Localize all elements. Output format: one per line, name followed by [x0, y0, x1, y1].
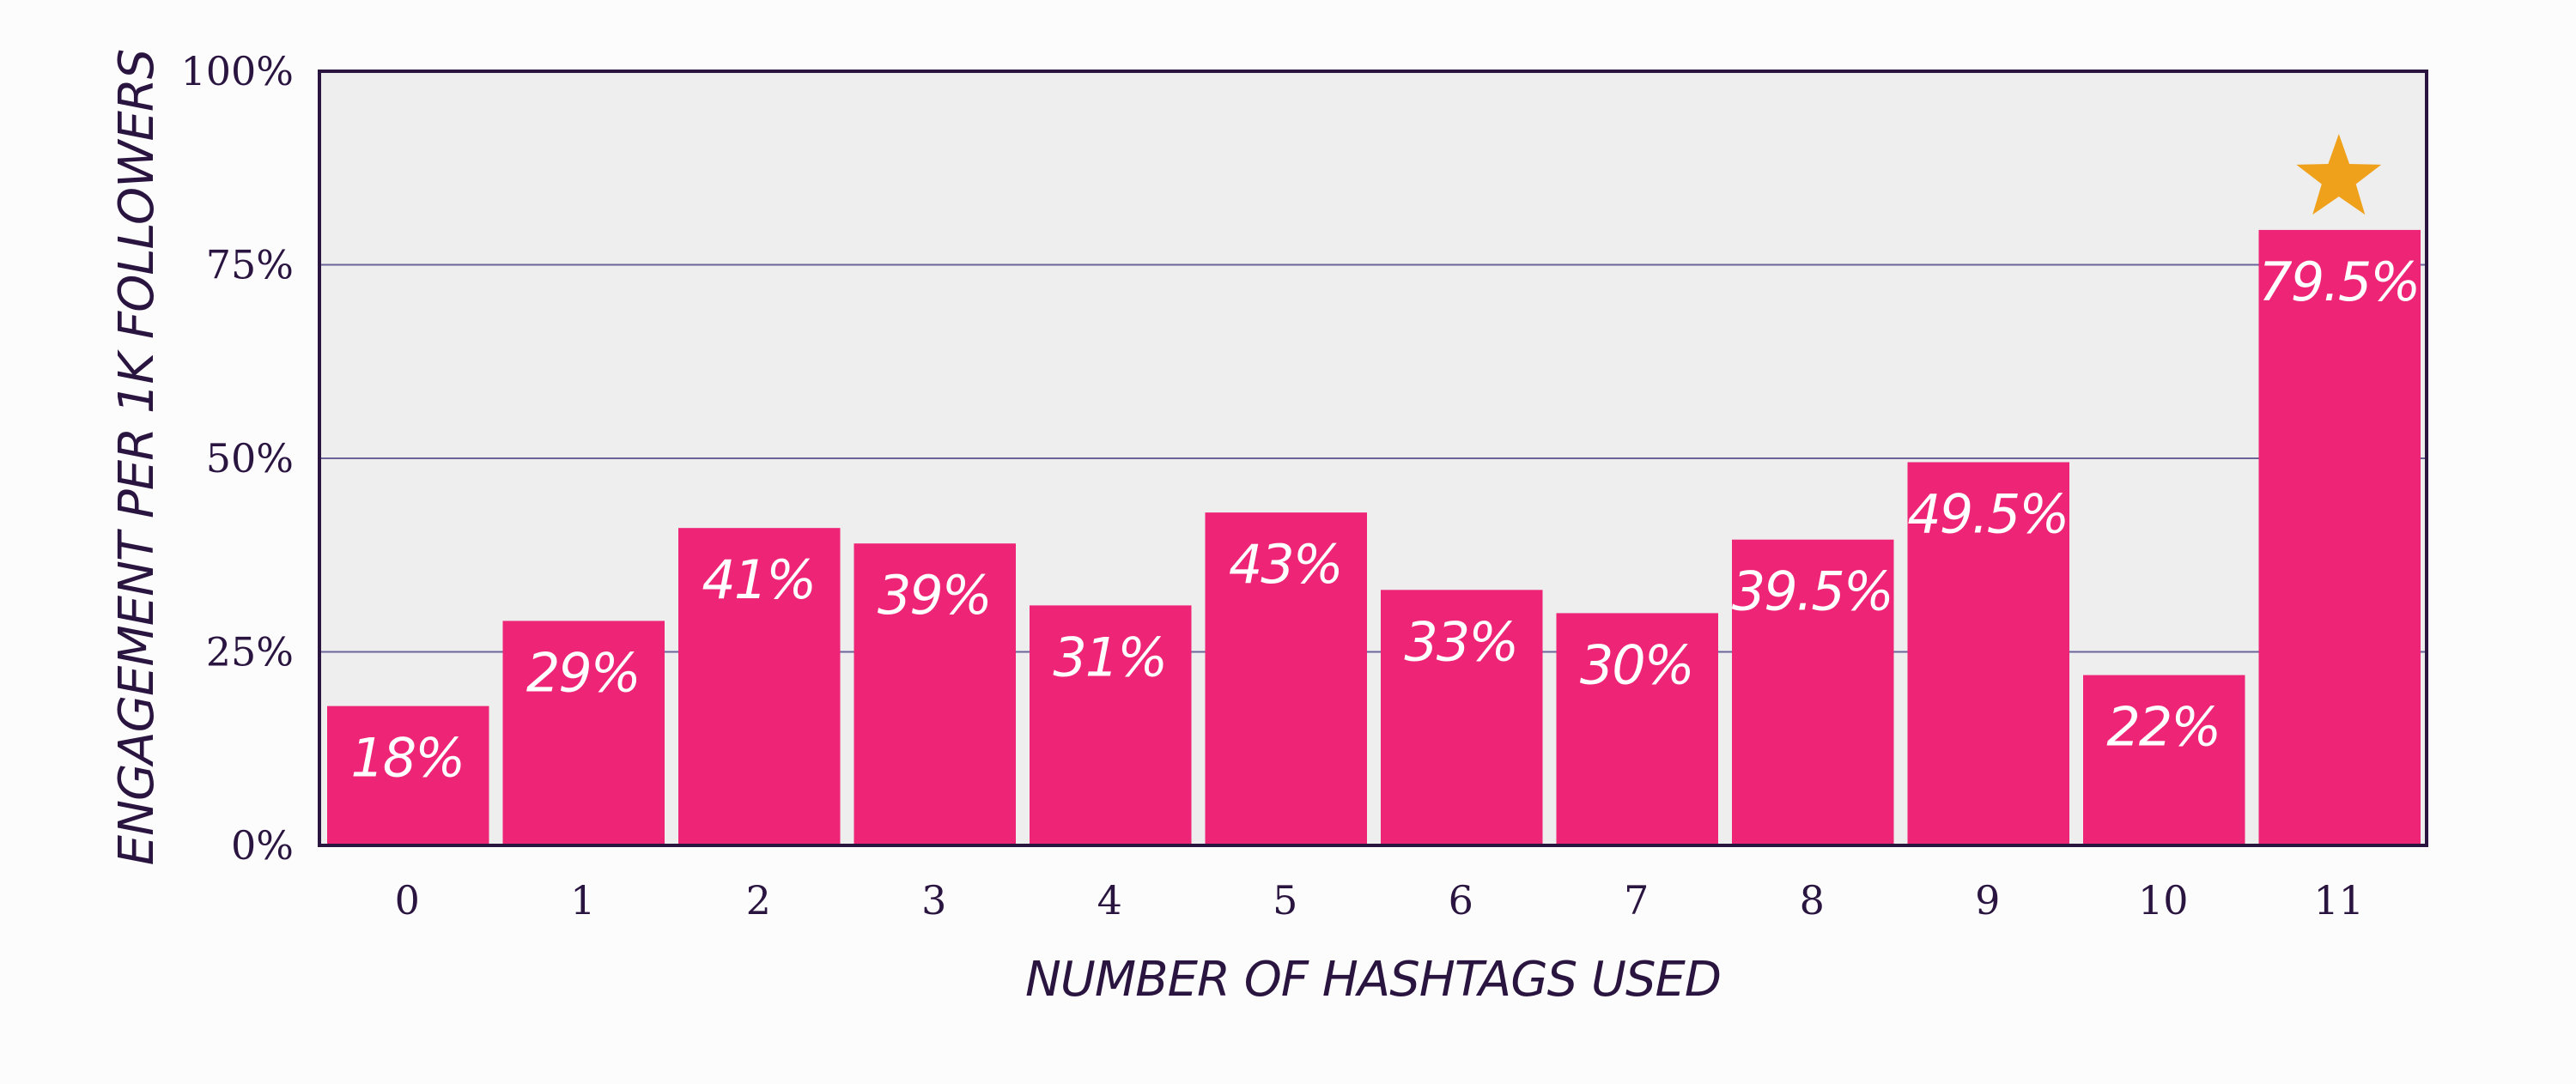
bar — [1907, 462, 2069, 845]
y-tick-label: 50% — [206, 435, 294, 481]
bar — [502, 621, 665, 845]
bar — [678, 528, 841, 845]
data-label: 29% — [526, 641, 640, 704]
x-axis-title: NUMBER OF HASHTAGS USED — [1025, 952, 1721, 1008]
x-tick-label: 6 — [1449, 877, 1473, 924]
bar — [854, 543, 1016, 845]
data-label: 43% — [1229, 533, 1342, 596]
data-label: 33% — [1404, 610, 1517, 673]
bar — [1381, 590, 1543, 845]
bar — [1030, 605, 1192, 845]
bar — [2083, 675, 2245, 845]
y-tick-label: 25% — [206, 629, 294, 675]
bars — [327, 229, 2421, 845]
data-label: 30% — [1580, 633, 1693, 696]
bar — [2258, 229, 2421, 845]
x-tick-label: 7 — [1624, 877, 1649, 924]
y-tick-label: 100% — [180, 48, 294, 94]
x-tick-label: 1 — [570, 877, 595, 924]
data-label: 39% — [878, 564, 991, 627]
x-tick-label: 5 — [1273, 877, 1297, 924]
star-icon — [2296, 134, 2382, 215]
x-tick-label: 0 — [395, 877, 420, 924]
x-axis-ticks: 0 1 2 3 4 5 6 7 8 9 10 11 — [395, 877, 2364, 924]
y-tick-label: 0% — [231, 822, 294, 869]
x-tick-label: 2 — [746, 877, 771, 924]
gridlines — [319, 263, 2427, 653]
plot-frame — [318, 70, 2428, 847]
x-tick-label: 8 — [1800, 877, 1825, 924]
data-label: 49.5% — [1907, 483, 2068, 546]
y-tick-label: 75% — [206, 242, 294, 288]
x-tick-label: 3 — [921, 877, 946, 924]
y-axis-ticks: 0% 25% 50% 75% 100% — [180, 48, 294, 869]
data-label: 41% — [702, 548, 815, 611]
y-axis-title: ENGAGEMENT PER 1K FOLLOWERS — [109, 50, 165, 866]
bar — [1205, 512, 1367, 845]
data-label: 39.5% — [1732, 560, 1893, 623]
data-label: 31% — [1053, 626, 1166, 688]
data-label: 79.5% — [2258, 251, 2419, 313]
x-tick-label: 11 — [2313, 877, 2364, 924]
data-label: 18% — [350, 727, 464, 790]
bar — [327, 706, 489, 845]
data-labels: 18% 29% 41% 39% 31% 43% 33% 30% 39.5%49.5% 22% 79.… — [350, 251, 2421, 790]
bar — [1556, 613, 1718, 845]
bar — [1732, 539, 1894, 845]
x-tick-label: 10 — [2138, 877, 2189, 924]
x-tick-label: 4 — [1097, 877, 1122, 924]
data-label: 22% — [2106, 696, 2220, 759]
x-tick-label: 9 — [1975, 877, 2000, 924]
